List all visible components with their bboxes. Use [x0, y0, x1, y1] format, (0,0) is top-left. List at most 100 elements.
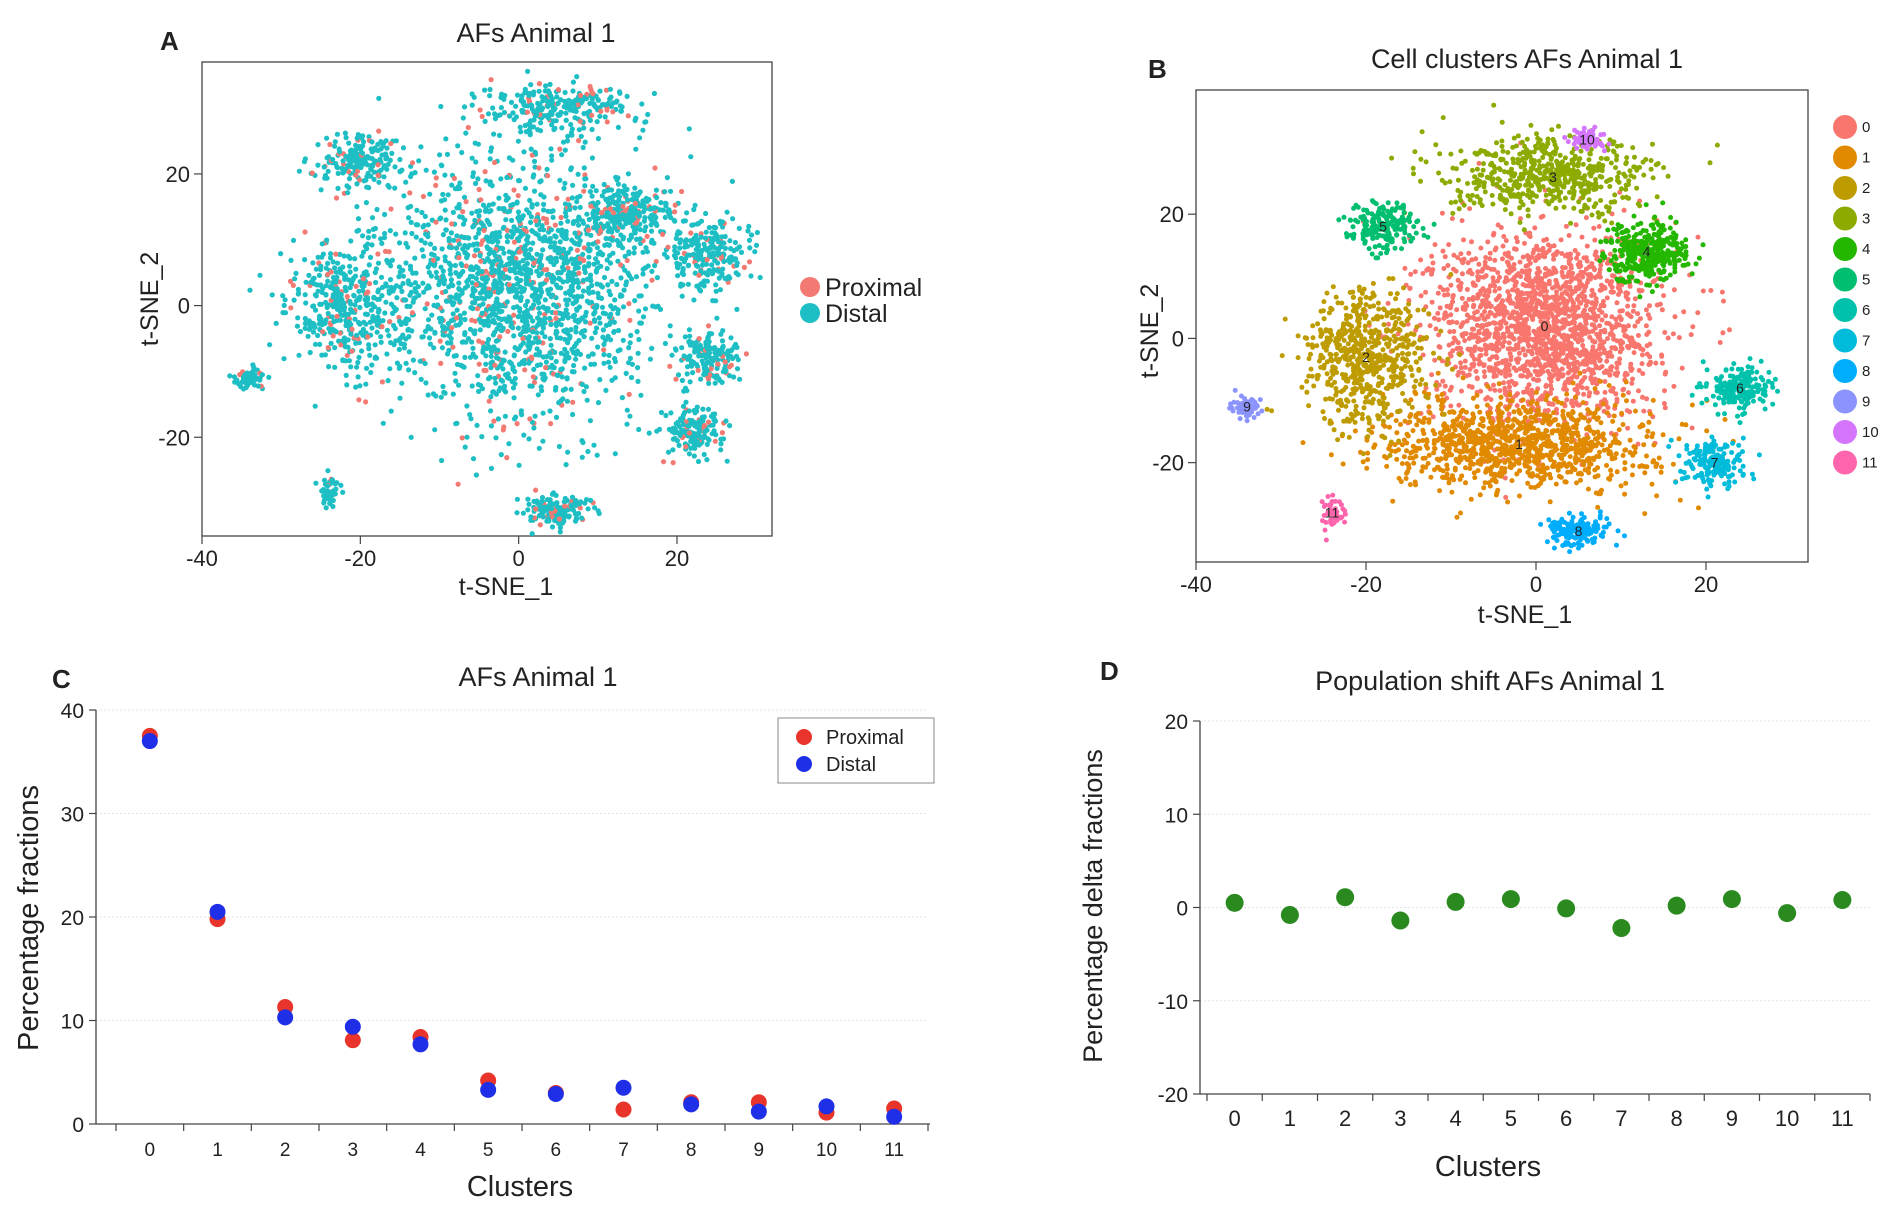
point-proximal: [553, 315, 559, 321]
point-proximal: [516, 249, 523, 255]
point-distal: [458, 261, 464, 267]
point-distal: [514, 496, 521, 502]
point-distal: [541, 207, 547, 213]
point-cluster-0: [1625, 303, 1631, 309]
point-distal: [508, 202, 514, 208]
point-distal: [594, 452, 600, 458]
point-distal: [412, 286, 418, 292]
point-distal: [538, 128, 544, 134]
point-distal: [572, 230, 578, 236]
point-distal: [346, 176, 353, 182]
point-distal: [432, 427, 438, 433]
point-distal: [615, 205, 621, 211]
point-distal: [618, 108, 624, 114]
point-distal: [424, 285, 430, 291]
point-proximal: [531, 260, 537, 266]
point-cluster-0: [1482, 259, 1488, 265]
point-distal: [531, 302, 537, 308]
point-distal: [453, 270, 459, 276]
point-distal: [364, 184, 370, 190]
point-distal: [710, 411, 716, 417]
point-cluster-0: [1644, 396, 1650, 402]
point-distal: [549, 111, 555, 117]
point-distal: [608, 337, 614, 343]
point-proximal: [529, 355, 535, 361]
point-distal: [333, 299, 339, 305]
point-distal: [615, 181, 622, 187]
point-distal: [604, 265, 610, 272]
point-distal: [530, 240, 536, 246]
point-distal: [624, 218, 630, 224]
point-proximal: [623, 208, 629, 214]
point-distal: [547, 286, 554, 292]
point-distal: [366, 228, 372, 234]
point-cluster-0: [1385, 300, 1391, 306]
point-distal: [680, 218, 687, 224]
point-cluster-0: [1486, 365, 1492, 371]
point-cluster-0: [1672, 314, 1678, 320]
point-distal: [528, 255, 534, 261]
point-distal: [530, 124, 537, 130]
point-distal: [314, 282, 320, 288]
point-proximal: [463, 263, 469, 269]
point-distal: [327, 494, 333, 500]
point-distal: [388, 340, 394, 346]
point-distal: [601, 181, 607, 188]
point-distal: [637, 320, 643, 326]
point-distal: [422, 213, 428, 219]
point-distal: [674, 264, 681, 270]
point-distal: [269, 292, 275, 298]
point-cluster-0: [1488, 310, 1494, 316]
point-distal: [580, 439, 586, 446]
point-proximal: [480, 340, 486, 346]
point-proximal: [743, 351, 750, 357]
point-distal: [710, 236, 716, 242]
point-distal: [579, 218, 586, 224]
point-distal: [350, 277, 356, 283]
point-distal: [397, 156, 403, 163]
point-proximal: [497, 334, 503, 340]
point-distal: [682, 409, 688, 416]
point-distal: [754, 229, 761, 236]
point-distal: [446, 347, 452, 353]
point-distal: [536, 339, 542, 345]
point-distal: [448, 281, 455, 287]
point-distal: [734, 262, 740, 268]
point-distal: [376, 296, 382, 302]
point-distal: [494, 285, 501, 291]
point-proximal: [357, 177, 363, 183]
point-distal: [535, 105, 541, 112]
point-distal: [442, 207, 448, 213]
point-distal: [565, 449, 571, 455]
point-distal: [559, 520, 566, 526]
point-distal: [439, 246, 445, 252]
legend-label-proximal-a: Proximal: [825, 274, 922, 302]
point-distal: [347, 263, 353, 269]
point-distal: [412, 370, 418, 376]
point-distal: [312, 403, 318, 409]
point-distal: [560, 315, 566, 322]
point-distal: [349, 164, 355, 170]
point-distal: [429, 312, 435, 318]
point-distal: [374, 329, 380, 335]
point-distal: [645, 111, 651, 118]
point-cluster-0: [1552, 284, 1558, 289]
point-distal: [515, 209, 522, 215]
point-distal: [408, 434, 414, 440]
point-proximal: [604, 119, 610, 125]
point-distal: [386, 290, 392, 296]
point-distal: [627, 413, 633, 419]
point-distal: [692, 202, 698, 208]
point-distal: [580, 144, 586, 151]
point-distal: [530, 340, 536, 346]
point-distal: [379, 293, 385, 299]
point-distal: [319, 488, 325, 494]
point-proximal: [555, 87, 562, 93]
point-distal: [388, 263, 394, 269]
point-distal: [696, 421, 702, 427]
point-cluster-0: [1458, 365, 1464, 371]
point-distal: [516, 238, 522, 244]
point-distal: [536, 445, 542, 451]
point-distal: [687, 333, 693, 339]
point-proximal: [407, 190, 413, 196]
